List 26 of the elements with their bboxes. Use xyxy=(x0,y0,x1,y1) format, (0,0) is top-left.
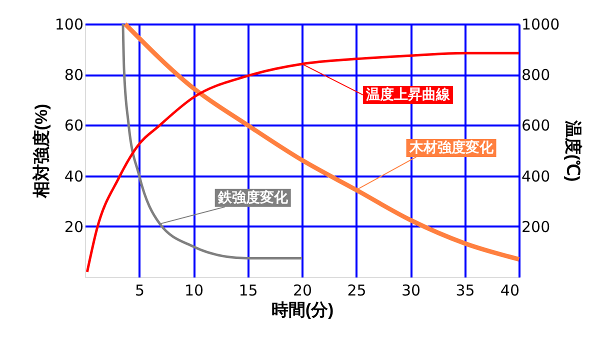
x-tick-label: 30 xyxy=(401,282,421,300)
text: 鉄強度変化 xyxy=(216,188,289,206)
y-tick-label: 40 xyxy=(64,167,84,186)
y-axis-title: 相対強度(%) xyxy=(32,104,51,200)
x-tick-label: 40 xyxy=(500,282,520,300)
text: 木材強度変化 xyxy=(408,138,494,156)
x-tick-label: 35 xyxy=(456,282,475,300)
y-tick-label: 20 xyxy=(64,218,84,236)
y-tick-label: 60 xyxy=(64,116,84,135)
x-tick-label: 5 xyxy=(134,282,145,300)
y2-tick-label: 200 xyxy=(522,218,550,236)
y2-tick-label: 400 xyxy=(522,167,550,186)
x-tick-label: 25 xyxy=(347,282,366,300)
x-axis-title: 時間(分) xyxy=(271,300,334,320)
y2-tick-label: 1000 xyxy=(522,16,560,34)
x-tick-label: 10 xyxy=(184,282,204,300)
line-series xyxy=(122,22,304,260)
y-tick-label: 100 xyxy=(54,16,84,34)
x-tick-label: 20 xyxy=(292,282,312,300)
y-tick-label: 80 xyxy=(64,66,84,84)
x-tick-label: 15 xyxy=(238,282,258,300)
y2-tick-label: 800 xyxy=(522,66,550,84)
text: 温度上昇曲線 xyxy=(365,86,451,103)
line-series xyxy=(122,22,522,262)
y2-axis-title: 温度(℃) xyxy=(564,119,583,182)
y2-tick-label: 600 xyxy=(522,116,550,135)
